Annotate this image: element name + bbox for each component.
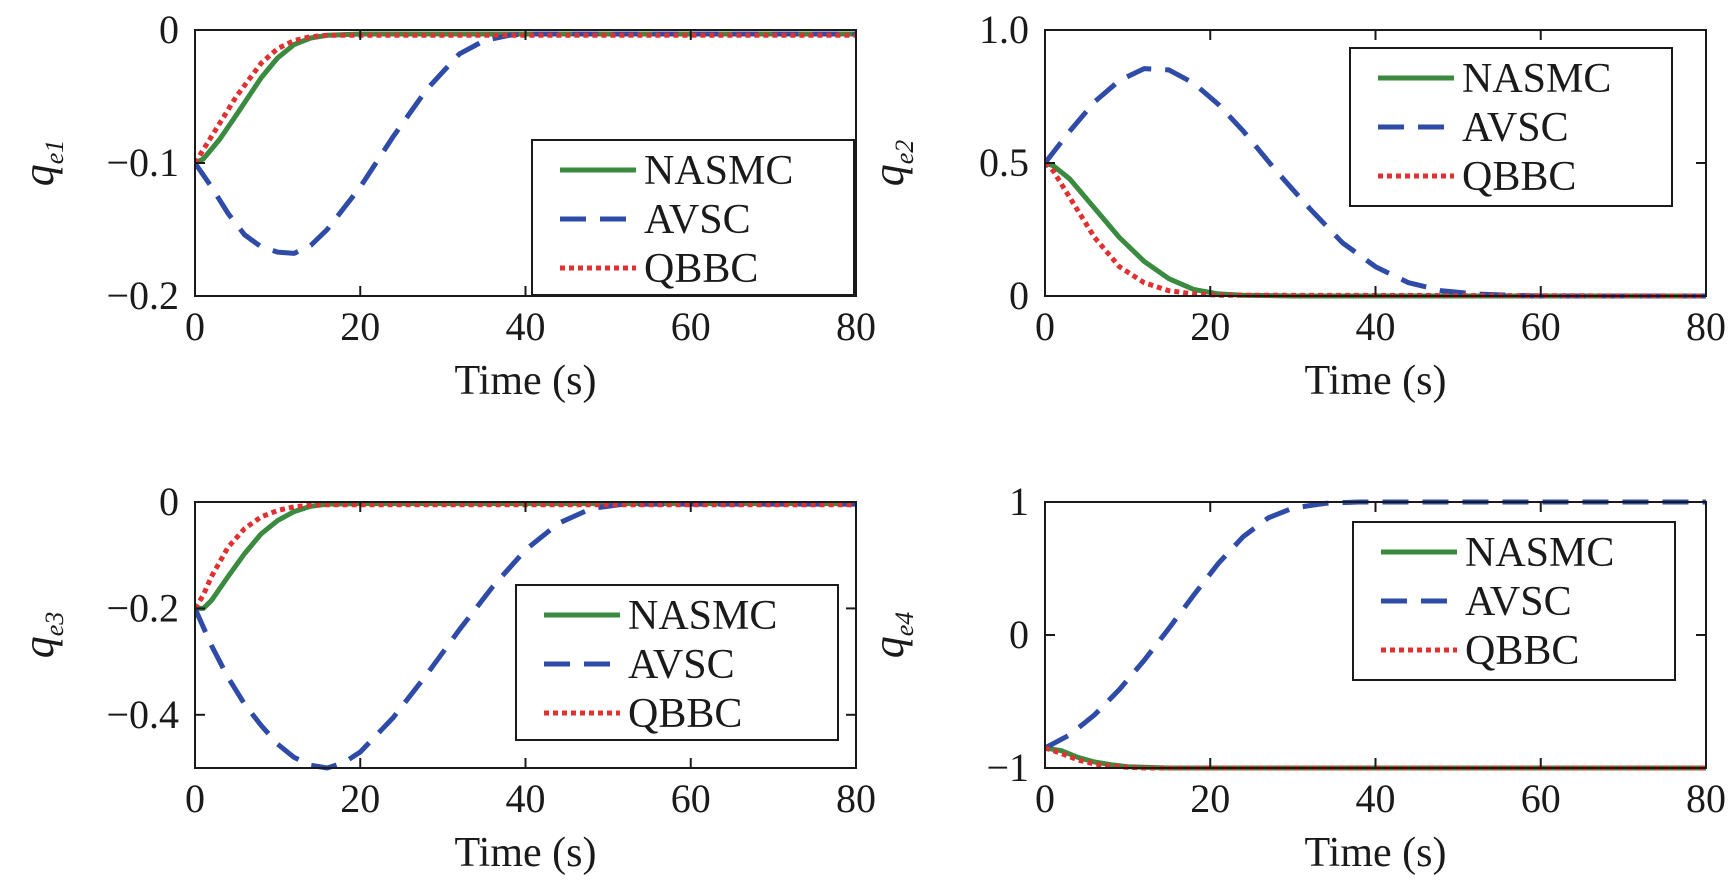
series-line-nasmc [195, 501, 856, 611]
panel-3: 0 20 40 60 80 −0.4 −0.2 0 Time (s) qe3 NASMCAVSCQB… [14, 479, 876, 876]
x-tick-label: 40 [506, 304, 546, 349]
legend-label-nasmc: NASMC [1462, 56, 1611, 102]
x-tick-label: 20 [340, 776, 380, 821]
series-line-qbbc [1045, 161, 1706, 299]
legend-label-qbbc: QBBC [644, 246, 758, 292]
series-line-qbbc [195, 502, 856, 610]
x-tick-label: 60 [671, 304, 711, 349]
y-tick-label: 0 [1009, 612, 1029, 657]
y-tick-label: −0.2 [106, 273, 179, 318]
x-tick-label: 20 [1190, 776, 1230, 821]
y-axis-label-main: q [864, 164, 913, 186]
y-tick-label: 0.5 [979, 140, 1029, 185]
y-tick-label: −0.2 [106, 585, 179, 630]
x-tick-label: 0 [185, 776, 205, 821]
x-tick-label: 40 [1356, 776, 1396, 821]
y-axis-label-sub: e4 [890, 612, 919, 637]
y-axis-label-main: q [14, 636, 63, 658]
y-axis-label: qe2 [864, 140, 919, 187]
y-axis-label: qe3 [14, 612, 69, 659]
y-axis-label-main: q [14, 164, 63, 186]
x-tick-label: 40 [1356, 304, 1396, 349]
legend-label-avsc: AVSC [628, 642, 735, 688]
y-tick-label: −1 [986, 745, 1029, 790]
y-tick-label: 0 [159, 7, 179, 52]
panel-1: 0 20 40 60 80 −0.2 −0.1 0 Time (s) qe1 NASMCAVSCQB… [14, 7, 876, 404]
series-line-nasmc [195, 31, 856, 166]
legend-label-nasmc: NASMC [1465, 530, 1614, 576]
legend-label-avsc: AVSC [1462, 105, 1569, 151]
x-tick-label: 60 [1521, 304, 1561, 349]
legend-label-avsc: AVSC [1465, 579, 1572, 625]
x-tick-label: 80 [836, 304, 876, 349]
legend-label-avsc: AVSC [644, 197, 751, 243]
y-axis-label: qe4 [864, 612, 919, 659]
x-tick-label: 0 [185, 304, 205, 349]
legend-label-nasmc: NASMC [644, 148, 793, 194]
legend-label-qbbc: QBBC [1465, 628, 1579, 674]
legend-label-qbbc: QBBC [628, 691, 742, 737]
y-axis-label-sub: e3 [40, 612, 69, 637]
y-tick-label: −0.4 [106, 692, 179, 737]
series-group [195, 501, 856, 771]
series-line-qbbc [195, 32, 856, 165]
x-tick-label: 40 [506, 776, 546, 821]
legend-label-nasmc: NASMC [628, 593, 777, 639]
y-tick-label: 1.0 [979, 7, 1029, 52]
legend-label-qbbc: QBBC [1462, 154, 1576, 200]
y-axis-label-main: q [864, 636, 913, 658]
x-tick-label: 80 [1686, 304, 1726, 349]
y-tick-label: −0.1 [106, 140, 179, 185]
x-tick-label: 0 [1035, 304, 1055, 349]
x-axis-label: Time (s) [455, 358, 597, 404]
y-axis-label: qe1 [14, 140, 69, 187]
x-axis-label: Time (s) [1305, 358, 1447, 404]
x-tick-label: 20 [340, 304, 380, 349]
series-group [195, 31, 856, 256]
x-tick-label: 60 [671, 776, 711, 821]
y-tick-label: 0 [1009, 273, 1029, 318]
y-tick-label: 1 [1009, 479, 1029, 524]
x-axis-label: Time (s) [455, 830, 597, 876]
x-axis-label: Time (s) [1305, 830, 1447, 876]
x-tick-label: 20 [1190, 304, 1230, 349]
y-axis-label-sub: e2 [890, 140, 919, 165]
series-line-avsc [195, 501, 856, 771]
y-tick-label: 0 [159, 479, 179, 524]
x-tick-label: 80 [836, 776, 876, 821]
y-axis-label-sub: e1 [40, 140, 69, 165]
x-tick-label: 80 [1686, 776, 1726, 821]
x-tick-label: 60 [1521, 776, 1561, 821]
x-tick-label: 0 [1035, 776, 1055, 821]
